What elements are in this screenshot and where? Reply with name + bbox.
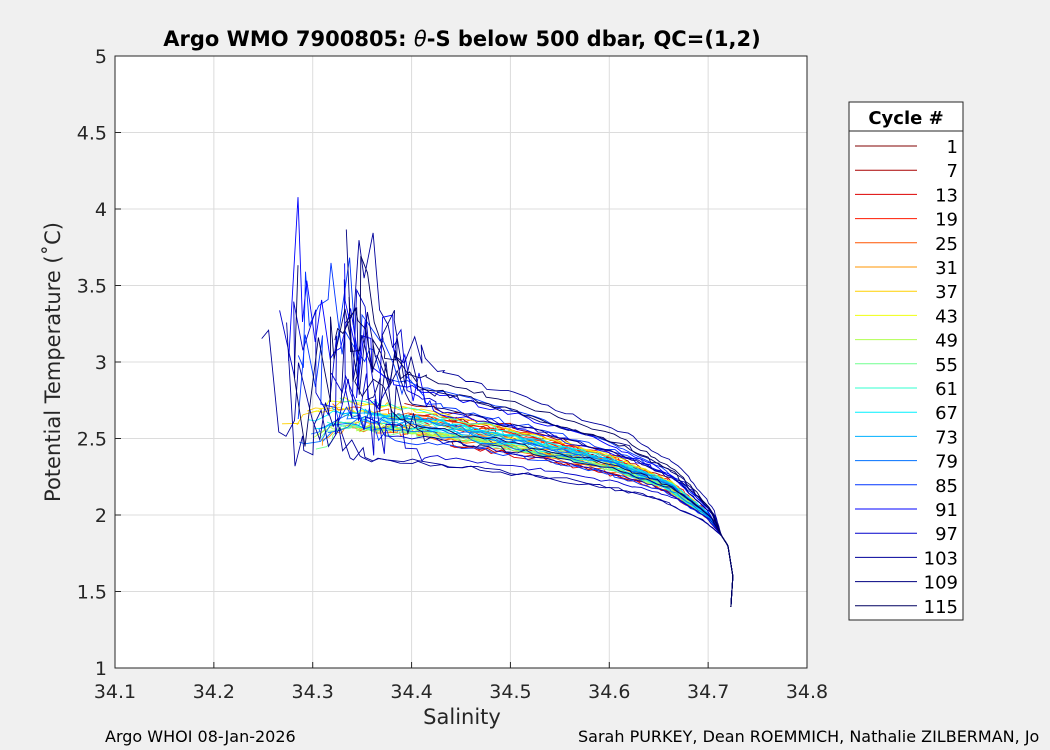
chart-title-theta: θ [414, 27, 427, 51]
x-tick-label: 34.5 [489, 681, 531, 703]
x-tick-label: 34.8 [786, 681, 828, 703]
x-tick-label: 34.7 [687, 681, 729, 703]
legend-entries: 1 7 13 19 25 31 37 43 49 55 61 67 73 79 85 91 97 103 109 11… [855, 137, 958, 618]
y-tick-label: 4 [95, 199, 107, 221]
legend-entry-label: 31 [935, 258, 958, 279]
legend-title: Cycle # [868, 108, 943, 129]
legend-entry-label: 109 [924, 573, 958, 594]
y-tick-label: 3.5 [77, 276, 107, 298]
legend-entry-label: 115 [924, 597, 958, 618]
legend-entry-label: 85 [935, 476, 958, 497]
chart-title: Argo WMO 7900805: θ-S below 500 dbar, QC… [163, 27, 760, 51]
legend-entry-label: 1 [947, 137, 958, 158]
y-tick-label: 1.5 [77, 582, 107, 604]
legend-entry-label: 79 [935, 452, 958, 473]
y-axis-label: Potential Temperature (˚C) [41, 222, 65, 502]
y-axis-ticks: 1 1.5 2 2.5 3 3.5 4 4.5 5 [77, 46, 121, 680]
legend-entry-label: 55 [935, 355, 958, 376]
x-axis-ticks: 34.1 34.2 34.3 34.4 34.5 34.6 34.7 34.8 [94, 662, 828, 703]
y-tick-label: 1 [95, 658, 107, 680]
legend-entry-label: 73 [935, 427, 958, 448]
legend-entry-label: 13 [935, 185, 958, 206]
footer-right-credit: Sarah PURKEY, Dean ROEMMICH, Nathalie ZI… [578, 727, 1039, 746]
legend-entry-label: 103 [924, 548, 958, 569]
legend-entry-label: 19 [935, 210, 958, 231]
legend-entry-label: 7 [947, 161, 958, 182]
legend-entry-label: 61 [935, 379, 958, 400]
footer-left-credit: Argo WHOI 08-Jan-2026 [105, 727, 296, 746]
x-tick-label: 34.3 [292, 681, 334, 703]
y-tick-label: 5 [95, 46, 107, 68]
x-tick-label: 34.6 [588, 681, 630, 703]
y-tick-label: 2 [95, 505, 107, 527]
legend: Cycle # 1 7 13 19 25 31 37 43 49 55 61 67 73 79 85 91 97… [848, 101, 964, 621]
x-axis-label: Salinity [423, 705, 501, 729]
legend-entry-label: 49 [935, 331, 958, 352]
cycle-profile-line [293, 265, 734, 607]
profile-series [261, 197, 734, 607]
legend-entry-label: 25 [935, 234, 958, 255]
chart-title-suffix: -S below 500 dbar, QC=(1,2) [427, 27, 761, 51]
x-tick-label: 34.1 [94, 681, 136, 703]
legend-entry-label: 37 [935, 282, 958, 303]
x-tick-label: 34.2 [193, 681, 235, 703]
legend-entry-label: 67 [935, 403, 958, 424]
y-tick-label: 2.5 [77, 429, 107, 451]
legend-entry-label: 97 [935, 524, 958, 545]
y-tick-label: 4.5 [77, 123, 107, 145]
chart-title-prefix: Argo WMO 7900805: [163, 27, 414, 51]
legend-entry-label: 43 [935, 306, 958, 327]
legend-entry-label: 91 [935, 500, 958, 521]
x-tick-label: 34.4 [390, 681, 432, 703]
y-tick-label: 3 [95, 352, 107, 374]
